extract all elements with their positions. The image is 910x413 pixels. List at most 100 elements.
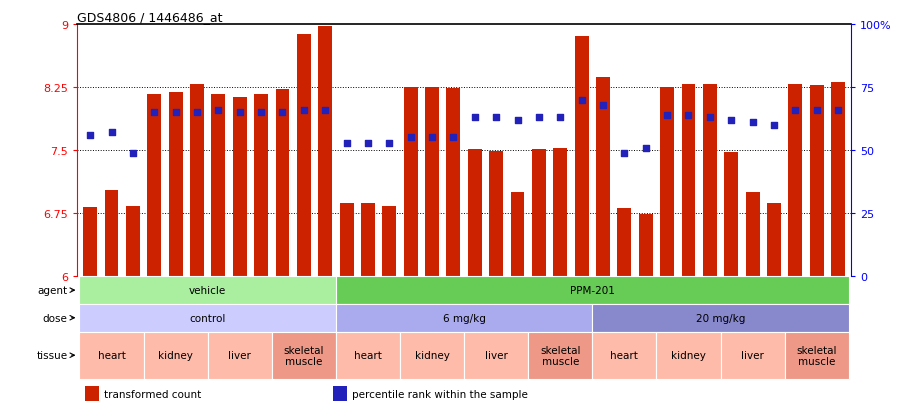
Bar xyxy=(575,37,589,277)
Point xyxy=(596,102,611,109)
Point xyxy=(553,115,568,121)
Text: dose: dose xyxy=(43,313,67,323)
Point xyxy=(403,135,418,141)
Bar xyxy=(126,206,140,277)
Point xyxy=(766,122,781,129)
Bar xyxy=(831,83,845,277)
Bar xyxy=(147,95,161,277)
Point xyxy=(511,117,525,124)
Point xyxy=(211,107,226,114)
Text: GDS4806 / 1446486_at: GDS4806 / 1446486_at xyxy=(77,11,223,24)
Bar xyxy=(468,150,481,277)
Point xyxy=(489,115,503,121)
Bar xyxy=(190,85,204,277)
Text: control: control xyxy=(189,313,226,323)
Bar xyxy=(404,88,418,277)
Bar xyxy=(810,86,824,277)
Bar xyxy=(254,95,268,277)
Text: heart: heart xyxy=(354,350,382,360)
Text: 6 mg/kg: 6 mg/kg xyxy=(442,313,486,323)
Text: liver: liver xyxy=(228,350,251,360)
Bar xyxy=(592,304,849,332)
Point xyxy=(189,109,204,116)
Point xyxy=(724,117,739,124)
Text: kidney: kidney xyxy=(671,350,706,360)
Bar xyxy=(660,88,674,277)
Bar xyxy=(336,304,592,332)
Text: PPM-201: PPM-201 xyxy=(570,285,615,295)
Bar xyxy=(79,332,144,379)
Bar xyxy=(382,206,396,277)
Point xyxy=(425,135,440,141)
Bar xyxy=(318,27,332,277)
Text: kidney: kidney xyxy=(158,350,193,360)
Bar xyxy=(532,150,546,277)
Text: tissue: tissue xyxy=(36,350,67,360)
Point xyxy=(531,115,546,121)
Bar xyxy=(79,277,336,304)
Bar xyxy=(724,152,738,277)
Point xyxy=(232,109,247,116)
Bar xyxy=(144,332,207,379)
Text: heart: heart xyxy=(97,350,126,360)
Bar xyxy=(297,35,311,277)
Bar xyxy=(767,204,781,277)
Point xyxy=(574,97,589,104)
Text: skeletal
muscle: skeletal muscle xyxy=(540,345,581,366)
Text: skeletal
muscle: skeletal muscle xyxy=(284,345,324,366)
Bar xyxy=(511,193,524,277)
Bar xyxy=(105,191,118,277)
Text: skeletal
muscle: skeletal muscle xyxy=(796,345,837,366)
Point xyxy=(745,120,760,126)
Point xyxy=(254,109,268,116)
Text: heart: heart xyxy=(611,350,638,360)
Point xyxy=(660,112,674,119)
Point xyxy=(275,109,289,116)
Bar xyxy=(788,84,803,277)
Bar xyxy=(272,332,336,379)
Bar xyxy=(339,204,353,277)
Text: 20 mg/kg: 20 mg/kg xyxy=(696,313,745,323)
Bar xyxy=(745,193,760,277)
Bar xyxy=(490,152,503,277)
Bar xyxy=(703,85,717,277)
Bar xyxy=(596,78,610,277)
Bar xyxy=(617,209,632,277)
Point xyxy=(468,115,482,121)
Text: vehicle: vehicle xyxy=(189,285,227,295)
Point xyxy=(360,140,375,147)
Point xyxy=(168,109,183,116)
Point xyxy=(318,107,332,114)
Bar xyxy=(86,387,99,401)
Point xyxy=(382,140,397,147)
Bar xyxy=(592,332,656,379)
Bar xyxy=(425,88,439,277)
Point xyxy=(682,112,696,119)
Bar xyxy=(79,304,336,332)
Point xyxy=(788,107,803,114)
Bar xyxy=(464,332,528,379)
Bar xyxy=(400,332,464,379)
Bar xyxy=(336,332,400,379)
Point xyxy=(831,107,845,114)
Point xyxy=(297,107,311,114)
Point xyxy=(703,115,717,121)
Bar xyxy=(276,90,289,277)
Bar xyxy=(361,204,375,277)
Point xyxy=(147,109,162,116)
Bar xyxy=(233,98,247,277)
Text: liver: liver xyxy=(485,350,508,360)
Point xyxy=(105,130,119,136)
Point xyxy=(446,135,460,141)
Point xyxy=(83,132,97,139)
Point xyxy=(639,145,653,152)
Bar xyxy=(333,387,347,401)
Text: percentile rank within the sample: percentile rank within the sample xyxy=(352,389,528,399)
Text: kidney: kidney xyxy=(415,350,450,360)
Bar xyxy=(447,88,460,277)
Text: liver: liver xyxy=(741,350,764,360)
Point xyxy=(126,150,140,157)
Bar xyxy=(528,332,592,379)
Bar xyxy=(682,85,695,277)
Bar xyxy=(168,93,183,277)
